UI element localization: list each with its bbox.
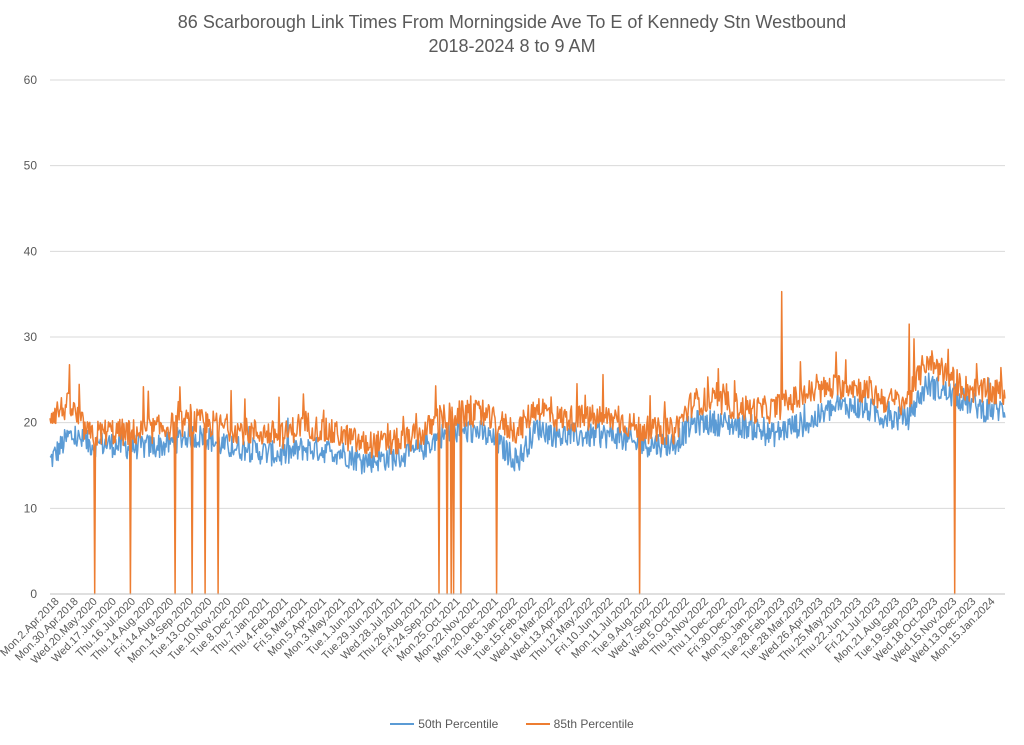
chart-title-line2: 2018-2024 8 to 9 AM [428,36,596,56]
y-tick-label: 30 [24,330,38,344]
line-chart: 0 10 20 30 40 50 60 Mon.2.Apr.2018Mon.30.Apr.2… [0,73,1006,667]
chart-title: 86 Scarborough Link Times From Morningsi… [0,10,1024,58]
y-tick-label: 20 [24,416,38,430]
y-tick-label: 0 [30,587,37,601]
y-axis-ticks: 0 10 20 30 40 50 60 [24,73,38,601]
x-axis-ticks: Mon.2.Apr.2018Mon.30.Apr.2018Wed.20.May.… [0,596,998,667]
legend-swatch-50th [390,723,415,725]
legend-swatch-85th [525,723,550,725]
chart-title-line1: 86 Scarborough Link Times From Morningsi… [177,12,847,32]
series-layer [49,290,1006,595]
legend-item-85th: 85th Percentile [525,717,634,731]
y-tick-label: 60 [24,73,38,87]
y-tick-label: 40 [24,244,38,258]
series-line-85th-percentile [49,290,1006,595]
legend-label-85th: 85th Percentile [553,717,634,731]
series-line-50th-percentile [49,372,1006,475]
y-tick-label: 10 [24,501,38,515]
legend: 50th Percentile 85th Percentile [0,714,1024,731]
y-tick-label: 50 [24,159,38,173]
legend-item-50th: 50th Percentile [390,717,498,731]
legend-label-50th: 50th Percentile [418,717,499,731]
